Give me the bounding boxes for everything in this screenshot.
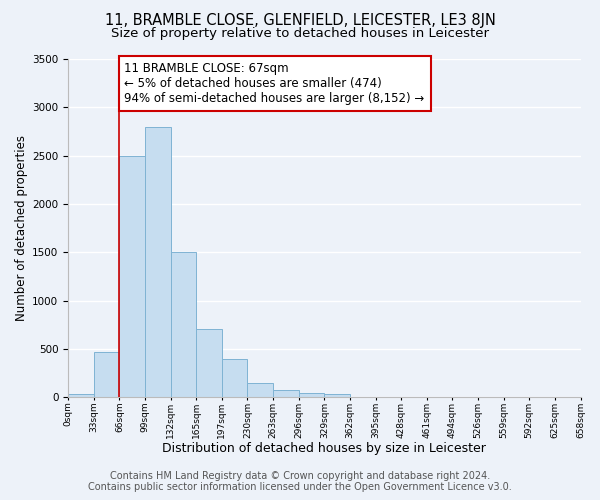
Text: Size of property relative to detached houses in Leicester: Size of property relative to detached ho… xyxy=(111,28,489,40)
Bar xyxy=(68,394,94,398)
Bar xyxy=(119,156,145,398)
X-axis label: Distribution of detached houses by size in Leicester: Distribution of detached houses by size … xyxy=(163,442,486,455)
Bar xyxy=(145,126,170,398)
Bar xyxy=(325,394,350,398)
Bar xyxy=(273,390,299,398)
Text: 11 BRAMBLE CLOSE: 67sqm
← 5% of detached houses are smaller (474)
94% of semi-de: 11 BRAMBLE CLOSE: 67sqm ← 5% of detached… xyxy=(124,62,425,105)
Bar xyxy=(196,328,222,398)
Bar xyxy=(170,252,196,398)
Text: Contains HM Land Registry data © Crown copyright and database right 2024.
Contai: Contains HM Land Registry data © Crown c… xyxy=(88,471,512,492)
Y-axis label: Number of detached properties: Number of detached properties xyxy=(15,135,28,321)
Bar xyxy=(247,383,273,398)
Bar xyxy=(222,358,247,398)
Bar xyxy=(299,394,325,398)
Text: 11, BRAMBLE CLOSE, GLENFIELD, LEICESTER, LE3 8JN: 11, BRAMBLE CLOSE, GLENFIELD, LEICESTER,… xyxy=(104,12,496,28)
Bar xyxy=(94,352,119,398)
